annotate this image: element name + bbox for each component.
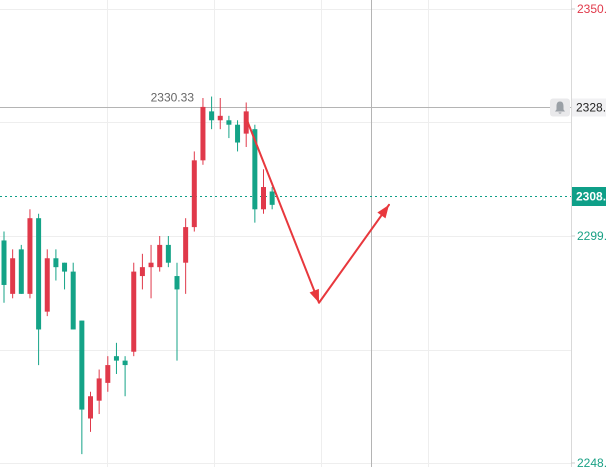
candle-body <box>217 115 223 121</box>
candle <box>62 262 68 290</box>
last-price-label-background <box>572 187 606 206</box>
candle-body <box>131 271 137 352</box>
crosshair-price-label-background <box>572 98 606 117</box>
candle <box>174 262 180 361</box>
candle-body <box>235 124 241 143</box>
candle <box>70 262 76 330</box>
candle-body <box>209 111 215 121</box>
candle <box>235 120 241 152</box>
candle-body <box>226 120 232 125</box>
candle-body <box>113 356 119 361</box>
candle-body <box>243 111 249 134</box>
candle <box>96 369 102 415</box>
candle-body <box>269 191 275 205</box>
candle <box>18 244 24 294</box>
labels: 2330.33 2328. 2308. <box>151 91 606 206</box>
candle <box>209 96 215 130</box>
candle-body <box>88 396 93 419</box>
candle-body <box>174 276 180 290</box>
last-price-label: 2308. <box>572 187 606 206</box>
candle <box>105 356 111 392</box>
candle-body <box>122 360 128 366</box>
candle-body <box>157 244 163 268</box>
candle <box>217 98 223 130</box>
candle-body <box>191 160 197 228</box>
candle-body <box>183 227 189 263</box>
candle <box>122 356 128 397</box>
candle-body <box>18 249 24 294</box>
candle <box>269 187 275 210</box>
candle <box>79 320 85 455</box>
candle <box>200 98 206 165</box>
candle <box>165 236 171 268</box>
candle-body <box>44 258 50 312</box>
candle <box>44 249 50 317</box>
candle-body <box>62 262 68 272</box>
price-axis-tick-label: 2350. <box>577 2 606 16</box>
candle <box>131 262 137 357</box>
candle-body <box>53 258 59 268</box>
candle-body <box>96 378 102 401</box>
candle <box>157 236 163 272</box>
candle <box>191 151 197 232</box>
price-axis-tick-label: 2299. <box>577 229 606 243</box>
candle <box>10 249 16 299</box>
bell-icon <box>555 101 565 114</box>
arrowhead-up <box>377 204 389 219</box>
candle-body <box>36 218 42 330</box>
last-price-label-text: 2308. <box>576 190 606 204</box>
candle <box>148 244 154 299</box>
reference-lines <box>0 0 571 467</box>
projection-arrow <box>246 119 390 304</box>
candle-body <box>261 187 266 210</box>
candle <box>88 391 93 432</box>
candles <box>1 96 275 455</box>
candle <box>243 102 249 147</box>
crosshair-price-label-text: 2328. <box>576 101 606 115</box>
candle-body <box>200 106 206 161</box>
candle <box>226 115 232 139</box>
candle-body <box>27 218 33 294</box>
candle <box>261 169 266 214</box>
candle-body <box>139 267 145 277</box>
projection-arrow-line <box>246 119 390 304</box>
candle <box>36 213 42 366</box>
candle <box>27 209 33 299</box>
price-axis-background <box>572 0 606 467</box>
high-price-annotation: 2330.33 <box>151 91 195 105</box>
candle <box>1 231 7 303</box>
price-axis-tick-label: 2248. <box>577 456 606 467</box>
candle-body <box>1 240 7 285</box>
candle <box>53 249 59 281</box>
candle <box>139 253 145 290</box>
crosshair-price-label: 2328. <box>572 98 606 117</box>
alert-bell-button[interactable] <box>550 98 570 117</box>
candle-body <box>148 262 154 268</box>
candle-body <box>252 129 258 210</box>
price-axis: 2350. 2299. 2248. <box>571 0 606 470</box>
candle <box>183 218 189 294</box>
candle <box>113 342 119 374</box>
grid-layer <box>0 0 571 467</box>
candle-body <box>70 271 76 330</box>
candle-body <box>165 244 171 263</box>
candle-body <box>79 320 85 410</box>
candle-body <box>105 365 111 383</box>
candle-body <box>10 258 16 294</box>
arrowhead-down <box>309 288 319 303</box>
